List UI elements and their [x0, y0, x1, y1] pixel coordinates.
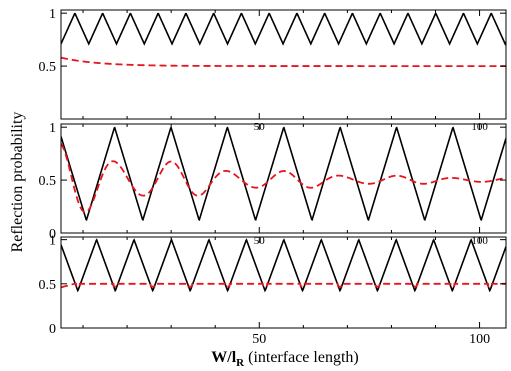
y-tick-label: 0.5	[39, 278, 57, 293]
series-dashed-line	[61, 56, 506, 67]
y-axis-label: Reflection probability	[9, 112, 26, 253]
series-solid-line	[61, 238, 506, 293]
series-dashed-line	[61, 143, 506, 214]
y-tick-label: 0	[49, 322, 56, 337]
y-tick-label: 1	[49, 7, 56, 22]
y-tick-label: 0.5	[39, 60, 57, 75]
y-tick-label: 1	[49, 234, 56, 249]
x-tick-label: 100	[469, 332, 490, 347]
y-tick-label: 0	[49, 227, 56, 242]
x-axis-label-subscript: R	[236, 357, 245, 369]
series-solid-line	[61, 12, 506, 46]
y-tick-label: 0.5	[39, 174, 57, 189]
panel-frame	[60, 123, 507, 234]
series-solid-line	[61, 126, 506, 221]
x-axis-label-main: W/l	[211, 349, 236, 366]
x-tick-label: 50	[252, 332, 266, 347]
x-axis-label: W/lR (interface length)	[211, 349, 358, 369]
x-axis-label-rest: (interface length)	[244, 349, 359, 366]
panel-frame	[60, 9, 507, 120]
y-tick-label: 1	[49, 121, 56, 136]
panel-frame	[60, 236, 507, 329]
panel-bottom: 50 100 0 0.5 1	[39, 234, 507, 347]
series-dashed-line	[61, 282, 506, 289]
